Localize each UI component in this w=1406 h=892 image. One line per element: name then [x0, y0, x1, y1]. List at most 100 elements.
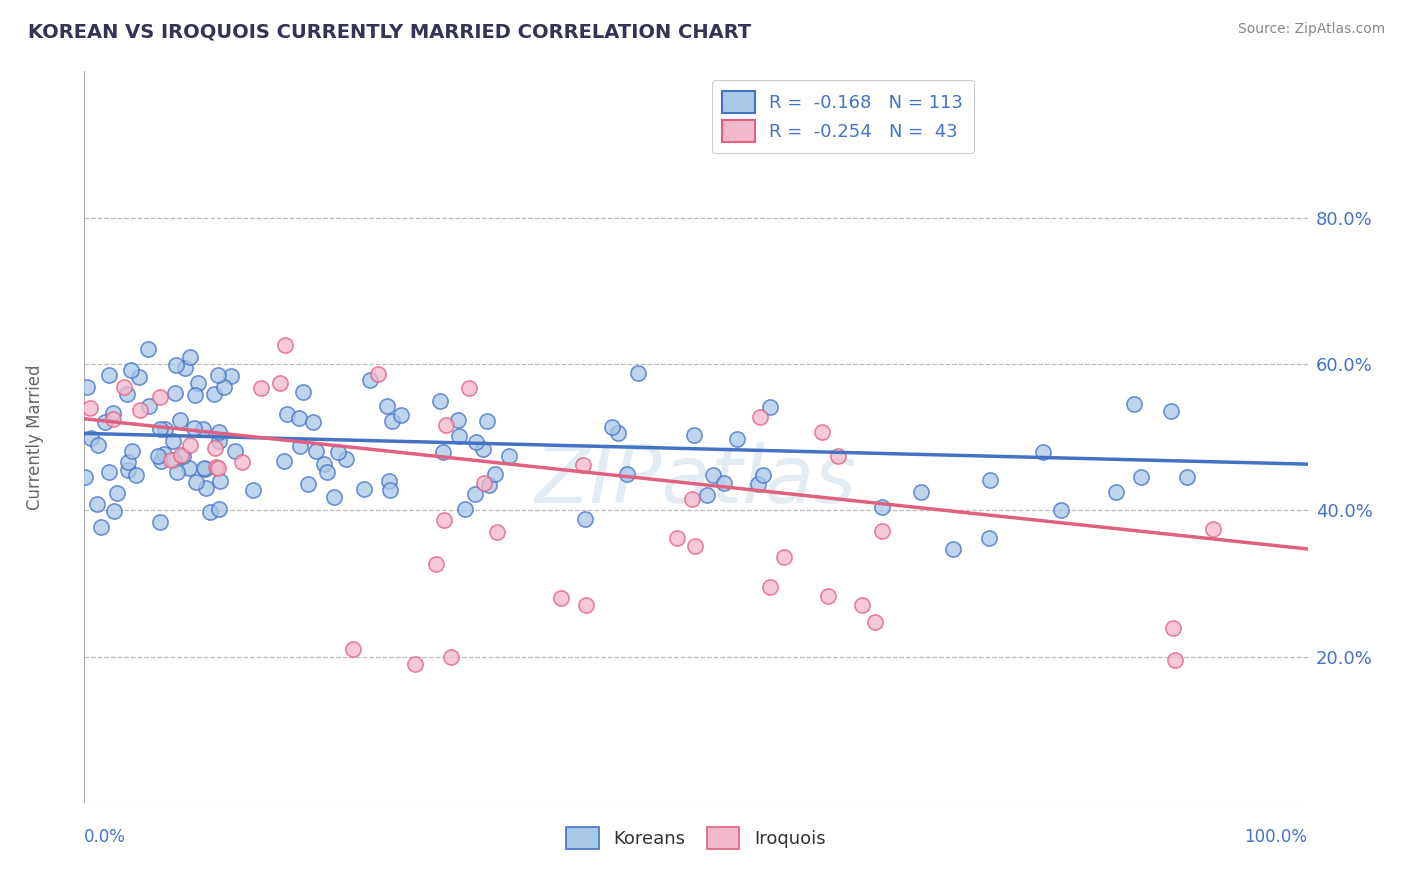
- Point: [404, 657, 426, 671]
- Point: [117, 463, 139, 477]
- Point: [224, 444, 246, 458]
- Point: [195, 481, 218, 495]
- Point: [146, 449, 169, 463]
- Point: [810, 425, 832, 439]
- Point: [342, 642, 364, 657]
- Point: [378, 475, 401, 489]
- Point: [359, 373, 381, 387]
- Point: [73, 470, 96, 484]
- Point: [367, 368, 389, 382]
- Point: [464, 435, 486, 450]
- Point: [207, 461, 229, 475]
- Point: [870, 524, 893, 538]
- Point: [1032, 445, 1054, 459]
- Point: [166, 466, 188, 480]
- Point: [353, 482, 375, 496]
- Point: [149, 390, 172, 404]
- Point: [148, 422, 170, 436]
- Point: [79, 401, 101, 416]
- Point: [101, 412, 124, 426]
- Point: [208, 502, 231, 516]
- Point: [602, 420, 624, 434]
- Point: [105, 485, 128, 500]
- Point: [250, 381, 273, 395]
- Point: [128, 369, 150, 384]
- Point: [683, 427, 706, 442]
- Text: 0.0%: 0.0%: [84, 829, 127, 847]
- Point: [870, 500, 893, 515]
- Point: [1105, 484, 1128, 499]
- Point: [747, 477, 769, 491]
- Point: [1049, 503, 1071, 517]
- Point: [121, 444, 143, 458]
- Point: [749, 409, 772, 424]
- Point: [231, 455, 253, 469]
- Point: [607, 426, 630, 441]
- Point: [433, 512, 456, 526]
- Point: [449, 429, 471, 443]
- Point: [326, 445, 349, 459]
- Point: [172, 449, 194, 463]
- Point: [827, 450, 849, 464]
- Point: [97, 368, 120, 383]
- Point: [575, 599, 598, 613]
- Point: [484, 467, 506, 482]
- Point: [665, 531, 688, 545]
- Point: [301, 415, 323, 429]
- Point: [136, 342, 159, 356]
- Point: [1175, 469, 1198, 483]
- Point: [464, 487, 486, 501]
- Point: [1122, 397, 1144, 411]
- Point: [817, 589, 839, 603]
- Point: [117, 455, 139, 469]
- Point: [375, 399, 398, 413]
- Point: [1130, 470, 1153, 484]
- Point: [429, 394, 451, 409]
- Point: [979, 473, 1001, 487]
- Point: [273, 338, 295, 352]
- Point: [681, 492, 703, 507]
- Point: [86, 497, 108, 511]
- Point: [103, 406, 125, 420]
- Point: [471, 442, 494, 457]
- Point: [863, 615, 886, 630]
- Point: [207, 368, 229, 382]
- Point: [170, 448, 193, 462]
- Point: [198, 505, 221, 519]
- Point: [323, 490, 346, 504]
- Point: [297, 476, 319, 491]
- Point: [276, 408, 298, 422]
- Point: [162, 434, 184, 449]
- Point: [389, 408, 412, 422]
- Point: [184, 475, 207, 489]
- Point: [208, 425, 231, 439]
- Point: [163, 385, 186, 400]
- Point: [86, 438, 108, 452]
- Point: [159, 452, 181, 467]
- Point: [219, 369, 242, 384]
- Point: [440, 649, 463, 664]
- Point: [1202, 523, 1225, 537]
- Point: [425, 557, 447, 571]
- Point: [165, 358, 187, 372]
- Point: [208, 474, 231, 488]
- Point: [498, 449, 520, 463]
- Point: [90, 520, 112, 534]
- Legend: Koreans, Iroquois: Koreans, Iroquois: [555, 816, 837, 860]
- Point: [758, 580, 780, 594]
- Point: [910, 485, 932, 500]
- Point: [702, 468, 724, 483]
- Point: [149, 454, 172, 468]
- Point: [378, 483, 401, 498]
- Point: [478, 477, 501, 491]
- Point: [434, 418, 457, 433]
- Point: [174, 361, 197, 376]
- Point: [335, 452, 357, 467]
- Point: [942, 542, 965, 557]
- Point: [315, 465, 337, 479]
- Point: [120, 363, 142, 377]
- Point: [572, 458, 595, 473]
- Point: [458, 381, 481, 395]
- Point: [112, 379, 135, 393]
- Point: [550, 591, 572, 605]
